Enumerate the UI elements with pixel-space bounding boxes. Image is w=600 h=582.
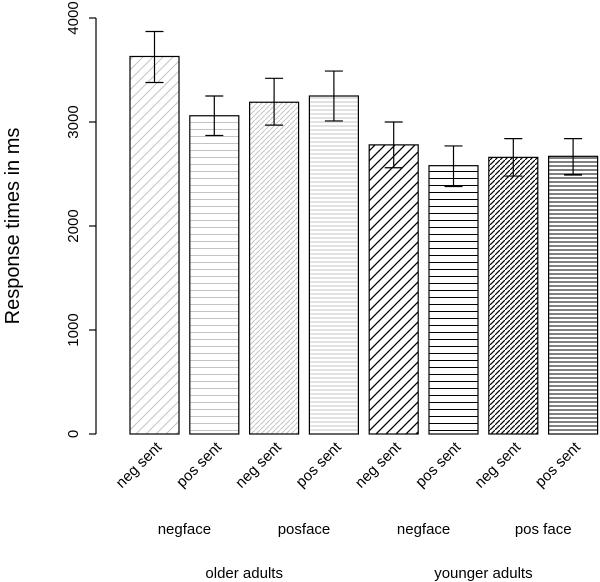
error-bars bbox=[145, 30, 583, 188]
bar bbox=[428, 165, 479, 435]
y-axis-title: Response times in ms bbox=[2, 128, 24, 325]
x-tick-label: neg sent bbox=[352, 438, 405, 491]
bar bbox=[308, 95, 359, 435]
x-tick-labels: neg sent pos sent neg sent pos sent neg sent… bbox=[113, 438, 585, 491]
y-tick-label: 3000 bbox=[65, 105, 82, 138]
bar bbox=[249, 101, 300, 435]
bar bbox=[547, 155, 599, 435]
x-tick-label: neg sent bbox=[232, 438, 285, 491]
face-group-label: pos face bbox=[515, 521, 572, 538]
age-group-label: younger adults bbox=[434, 565, 532, 582]
bar bbox=[368, 144, 419, 435]
y-tick-label: 4000 bbox=[65, 1, 82, 34]
face-group-label: negface bbox=[158, 521, 211, 538]
group-labels: negface posface negface pos face older adult… bbox=[158, 521, 572, 582]
face-group-label: posface bbox=[278, 521, 331, 538]
bar bbox=[189, 115, 240, 435]
bar bbox=[488, 156, 539, 435]
x-tick-label: neg sent bbox=[471, 438, 524, 491]
x-tick-label: pos sent bbox=[293, 438, 346, 491]
bar bbox=[129, 55, 180, 435]
y-tick-label: 1000 bbox=[65, 313, 82, 346]
y-axis: 0 1000 2000 3000 4000 bbox=[65, 1, 97, 438]
x-tick-label: pos sent bbox=[173, 438, 226, 491]
y-tick-label: 0 bbox=[65, 430, 82, 438]
x-tick-label: pos sent bbox=[412, 438, 465, 491]
x-tick-label: neg sent bbox=[113, 438, 166, 491]
age-group-label: older adults bbox=[205, 565, 283, 582]
y-tick-label: 2000 bbox=[65, 209, 82, 242]
x-tick-label: pos sent bbox=[532, 438, 585, 491]
face-group-label: negface bbox=[397, 521, 450, 538]
bars bbox=[129, 55, 599, 435]
